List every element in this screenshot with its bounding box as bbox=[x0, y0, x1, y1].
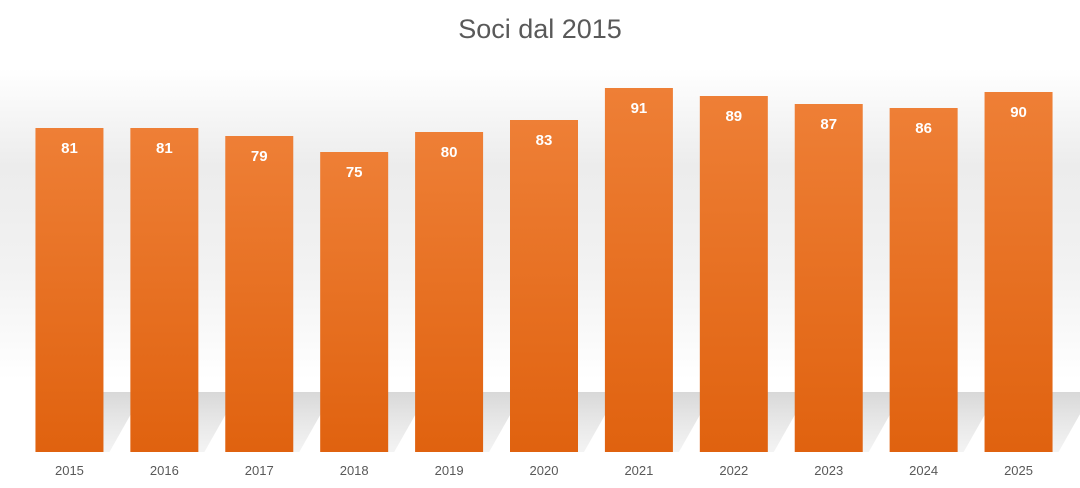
x-tick-label-2015: 2015 bbox=[55, 463, 84, 478]
bar-2016 bbox=[130, 128, 199, 452]
data-label-2022: 89 bbox=[725, 108, 742, 125]
x-tick-label-2022: 2022 bbox=[719, 463, 748, 478]
x-tick-label-2020: 2020 bbox=[530, 463, 559, 478]
bar-2021 bbox=[604, 88, 673, 452]
x-tick-label-2024: 2024 bbox=[909, 463, 938, 478]
data-label-2025: 90 bbox=[1010, 104, 1027, 121]
bar-2019 bbox=[415, 132, 484, 452]
bar-2018 bbox=[320, 152, 389, 452]
bar-2025 bbox=[984, 92, 1053, 452]
data-label-2023: 87 bbox=[820, 116, 837, 133]
chart-title: Soci dal 2015 bbox=[458, 14, 622, 44]
data-label-2019: 80 bbox=[441, 144, 458, 161]
bar-2017 bbox=[225, 136, 294, 452]
bar-2020 bbox=[510, 120, 578, 452]
x-tick-label-2017: 2017 bbox=[245, 463, 274, 478]
x-tick-label-2021: 2021 bbox=[624, 463, 653, 478]
data-label-2017: 79 bbox=[251, 148, 268, 165]
bar-2022 bbox=[699, 96, 768, 452]
x-tick-label-2023: 2023 bbox=[814, 463, 843, 478]
data-label-2018: 75 bbox=[346, 164, 363, 181]
x-tick-label-2016: 2016 bbox=[150, 463, 179, 478]
data-label-2021: 91 bbox=[631, 100, 648, 117]
bar-2015 bbox=[35, 128, 104, 452]
bar-2023 bbox=[794, 104, 863, 452]
x-tick-label-2025: 2025 bbox=[1004, 463, 1033, 478]
data-label-2020: 83 bbox=[536, 132, 553, 149]
data-label-2024: 86 bbox=[915, 120, 932, 137]
x-tick-label-2018: 2018 bbox=[340, 463, 369, 478]
data-label-2015: 81 bbox=[61, 140, 78, 157]
x-tick-label-2019: 2019 bbox=[435, 463, 464, 478]
data-label-2016: 81 bbox=[156, 140, 173, 157]
bar-2024 bbox=[889, 108, 958, 452]
